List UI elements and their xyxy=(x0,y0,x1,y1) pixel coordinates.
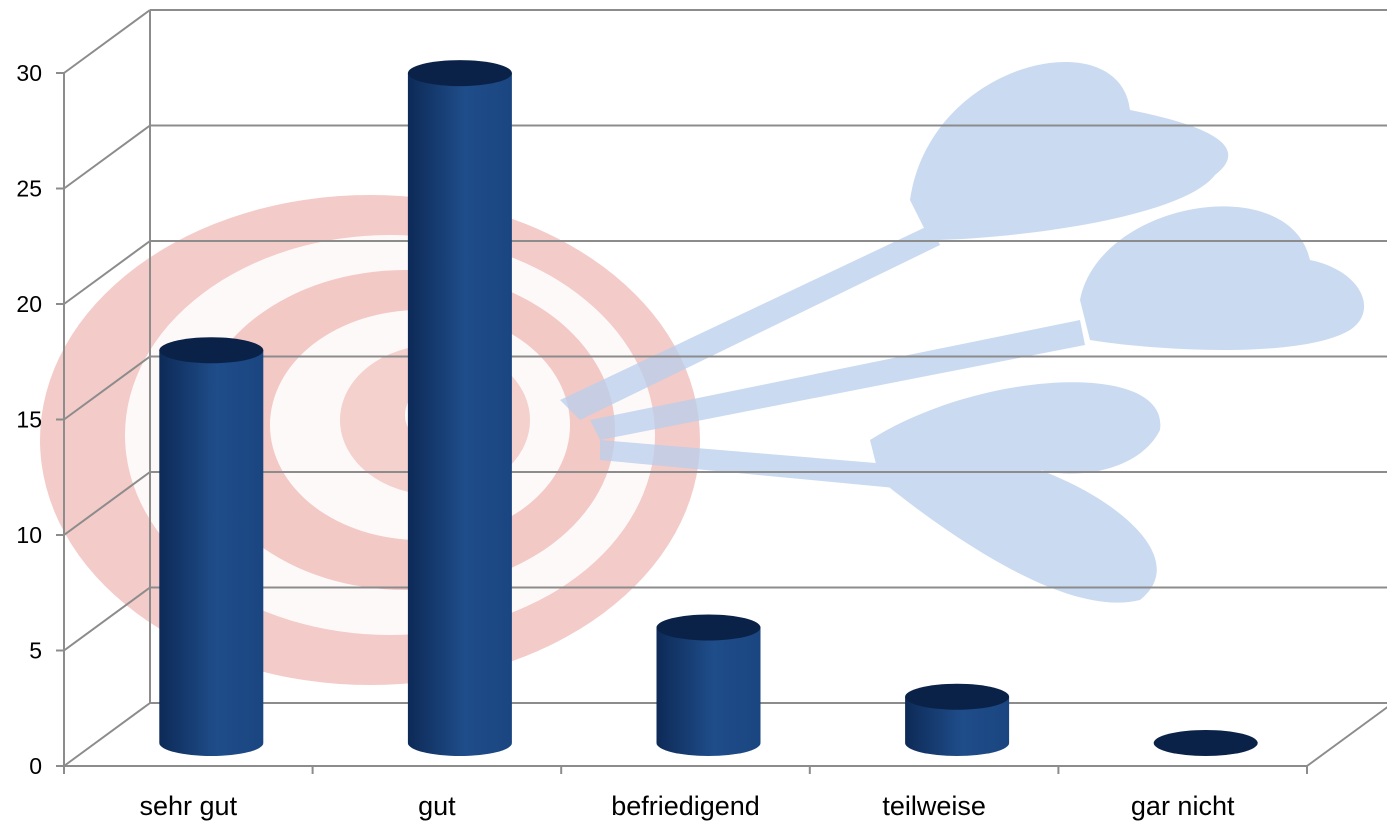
floor-right-edge xyxy=(1306,706,1387,767)
y-tick-label: 20 xyxy=(16,291,42,317)
bar-body xyxy=(407,73,512,756)
bar xyxy=(159,337,264,756)
chart-labels: 0 5 10 15 20 25 30 sehr gut gut befriedigend teilw… xyxy=(16,60,1235,821)
y-tick-label: 30 xyxy=(16,60,42,86)
side-wall-gridline xyxy=(63,240,151,305)
side-wall-gridline xyxy=(63,124,151,190)
bar xyxy=(407,60,512,756)
side-wall-gridline xyxy=(63,586,151,652)
bar-top xyxy=(905,683,1010,710)
dartboard-target-icon xyxy=(40,195,700,685)
x-category-label: gut xyxy=(418,791,456,821)
bar xyxy=(905,683,1010,756)
bar-top xyxy=(159,337,264,364)
chart-axes xyxy=(56,10,1387,774)
darts-icon xyxy=(560,61,1365,603)
side-wall-gridline xyxy=(63,355,151,421)
side-wall-gridline xyxy=(63,9,151,74)
y-tick-label: 5 xyxy=(29,638,42,664)
x-category-label: gar nicht xyxy=(1131,791,1235,821)
x-category-label: teilweise xyxy=(882,791,986,821)
side-wall-gridline xyxy=(63,702,151,767)
bar-body xyxy=(905,696,1010,756)
chart-bars xyxy=(159,60,1258,756)
x-category-label: sehr gut xyxy=(140,791,238,821)
bar-body xyxy=(656,627,761,756)
x-category-label: befriedigend xyxy=(611,791,760,821)
bar-top xyxy=(1153,730,1258,756)
bar-top xyxy=(407,60,512,87)
bar xyxy=(656,614,761,756)
bar-top xyxy=(656,614,761,641)
y-tick-label: 10 xyxy=(16,522,42,548)
y-tick-label: 25 xyxy=(16,176,42,202)
y-tick-label: 15 xyxy=(16,407,42,433)
y-tick-label: 0 xyxy=(29,753,42,779)
side-wall-gridline xyxy=(63,471,151,536)
bar-body xyxy=(159,350,264,756)
chart-gridlines xyxy=(63,9,1387,767)
bar xyxy=(1153,730,1258,756)
